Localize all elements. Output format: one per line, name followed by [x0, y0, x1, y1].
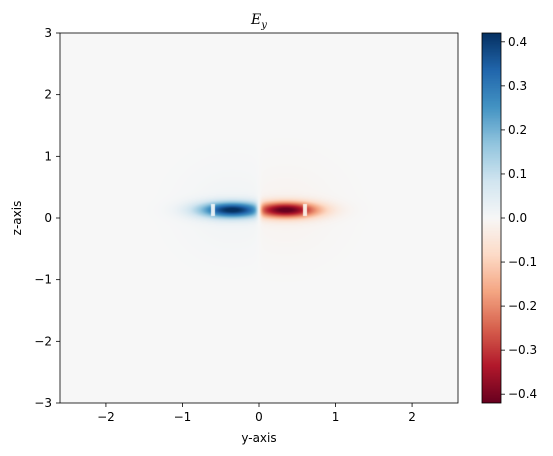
- x-tick-label: 1: [332, 410, 340, 424]
- colorbar-ticks: 0.4 0.3 0.2 0.1 0.0 −0.1 −0.2 −0.3 −0.4: [501, 35, 537, 401]
- plot-area: [59, 32, 459, 404]
- x-tick-label: −2: [97, 410, 115, 424]
- y-tick-label: 0: [44, 211, 52, 225]
- chart-title: Ey: [250, 12, 267, 31]
- colorbar-gradient: [482, 33, 501, 403]
- colorbar-tick-label: 0.0: [508, 211, 527, 225]
- y-tick-label: −2: [34, 334, 52, 348]
- colorbar-tick-label: 0.3: [508, 79, 527, 93]
- x-axis-ticks: −2 −1 0 1 2: [97, 403, 416, 424]
- colorbar-tick-label: −0.4: [508, 387, 537, 401]
- y-tick-label: −1: [34, 273, 52, 287]
- chart-title-subscript: y: [260, 20, 267, 31]
- x-tick-label: −1: [174, 410, 192, 424]
- x-tick-label: 2: [408, 410, 416, 424]
- y-tick-label: 1: [44, 149, 52, 163]
- y-tick-label: −3: [34, 396, 52, 410]
- y-tick-label: 2: [44, 88, 52, 102]
- field-heatmap: [60, 33, 458, 403]
- colorbar-tick-label: −0.2: [508, 299, 537, 313]
- y-tick-label: 3: [44, 26, 52, 40]
- colorbar: 0.4 0.3 0.2 0.1 0.0 −0.1 −0.2 −0.3 −0.4: [481, 32, 537, 404]
- y-axis-label: z-axis: [10, 201, 24, 236]
- x-axis-label: y-axis: [241, 431, 276, 445]
- colorbar-tick-label: 0.1: [508, 167, 527, 181]
- x-tick-label: 0: [255, 410, 263, 424]
- colorbar-tick-label: 0.2: [508, 123, 527, 137]
- colorbar-tick-label: −0.1: [508, 255, 537, 269]
- colorbar-tick-label: −0.3: [508, 343, 537, 357]
- colorbar-tick-label: 0.4: [508, 35, 527, 49]
- y-axis-ticks: −3 −2 −1 0 1 2 3: [34, 26, 60, 410]
